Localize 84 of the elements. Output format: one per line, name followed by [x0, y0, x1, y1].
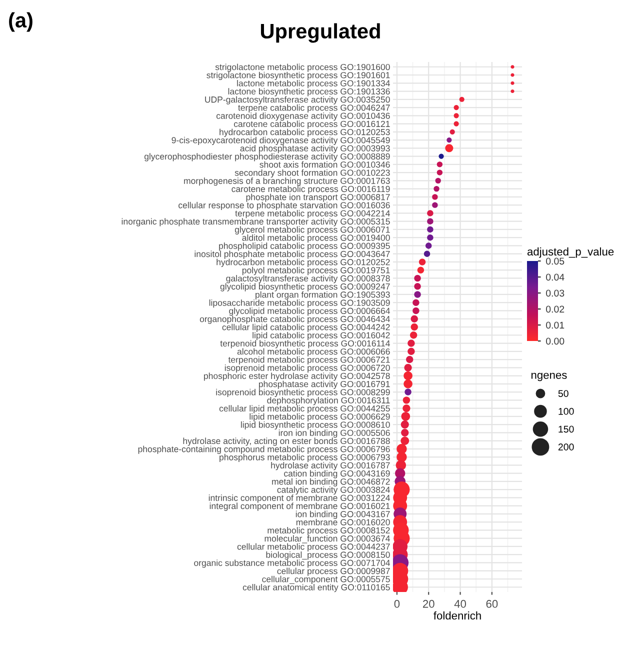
y-tick-label: alditol metabolic process GO:0019400 — [242, 234, 390, 243]
y-tick-label: galactosyltransferase activity GO:0008378 — [226, 275, 390, 284]
y-tick-label: cellular process GO:0009987 — [277, 568, 390, 576]
x-tick-label: 40 — [454, 600, 466, 608]
y-tick-label: cellular_component GO:0005575 — [262, 576, 390, 584]
y-tick-label: ion binding GO:0043167 — [296, 510, 390, 519]
color-bar-label: 0.01 — [546, 322, 564, 329]
y-tick-label: terpenoid metabolic process GO:0006721 — [228, 356, 390, 364]
legend-label: 50 — [558, 390, 568, 397]
y-tick-label: secondary shoot formation GO:0010223 — [234, 169, 390, 178]
y-tick-label: glycerophosphodiester phosphodiesterase activity GO:0008889 — [144, 153, 390, 162]
y-tick-label: cellular metabolic process GO:0044237 — [237, 543, 390, 552]
y-tick-label: terpenoid biosynthetic process GO:0016114 — [220, 340, 390, 348]
y-tick-label: cellular lipid metabolic process GO:0044255 — [219, 405, 390, 414]
y-tick-label: hydrocarbon catabolic process GO:0120253 — [220, 128, 390, 137]
y-tick-label: isoprenoid biosynthetic process GO:0008299 — [216, 388, 390, 398]
y-tick-label: carotenoid dioxygenase activity GO:0010436 — [216, 112, 390, 121]
x-tick-label: 0 — [394, 600, 400, 608]
y-tick-label: plant organ formation GO:1905393 — [256, 291, 390, 300]
y-tick-label: cellular response to phosphate starvation GO:0016036 — [178, 202, 390, 210]
y-tick-label: catalytic activity GO:0003824 — [277, 486, 390, 495]
y-tick-label: UDP-galactosyltransferase activity GO:0035250 — [205, 96, 390, 104]
y-tick-label: cellular lipid catabolic process GO:0044242 — [222, 324, 390, 332]
color-bar-label: 0.03 — [546, 290, 564, 297]
y-tick-label: terpene catabolic process GO:0046247 — [238, 104, 390, 113]
y-tick-label: hydrocarbon metabolic process GO:0120252 — [216, 258, 390, 267]
y-tick-label: inositol phosphate metabolic process GO:0043647 — [194, 250, 390, 259]
y-tick-label: carotene catabolic process GO:0016121 — [234, 120, 390, 129]
color-bar-label: 0.04 — [546, 274, 564, 281]
color-bar-label: 0.02 — [546, 306, 564, 313]
y-tick-label: integral component of membrane GO:0016021 — [210, 502, 390, 511]
y-tick-label: dephosphorylation GO:0016311 — [267, 396, 390, 406]
y-tick-label: biological_process GO:0008150 — [266, 551, 390, 560]
y-tick-label: phosphorus metabolic process GO:0006793 — [220, 454, 390, 462]
color-bar-title: adjusted_p_value — [527, 247, 614, 258]
y-tick-label: phosphatase activity GO:0016791 — [258, 380, 390, 389]
x-axis-title: foldenrich — [434, 611, 481, 620]
y-tick-label: strigolactone metabolic process GO:1901600 — [215, 64, 390, 72]
y-tick-label: phosphate ion transport GO:0006817 — [246, 194, 390, 202]
y-tick-label: lipid catabolic process GO:0016042 — [252, 332, 390, 340]
y-tick-label: lactone metabolic process GO:1901334 — [237, 80, 390, 88]
y-tick-label: hydrolase activity GO:0016787 — [271, 462, 390, 470]
legend-label: 200 — [558, 444, 574, 450]
y-tick-label: acid phosphatase activity GO:0003993 — [240, 144, 390, 154]
y-tick-label: 9-cis-epoxycarotenoid dioxygenase activity GO:0045549 — [172, 136, 390, 146]
y-tick-label: molecular_function GO:0003674 — [264, 535, 390, 544]
y-tick-label: terpene metabolic process GO:0042214 — [235, 210, 390, 218]
y-tick-label: glycerol metabolic process GO:0006071 — [234, 226, 390, 234]
y-tick-label: cation binding GO:0043169 — [284, 470, 390, 478]
y-tick-label: metabolic process GO:0008152 — [268, 527, 390, 536]
y-tick-label: inorganic phosphate transmembrane transporter activity GO:0005315 — [122, 218, 390, 226]
y-tick-label: organophosphate catabolic process GO:0046434 — [200, 316, 390, 324]
legend-label: 150 — [558, 426, 574, 433]
chart-title: Upregulated — [260, 23, 380, 43]
y-tick-label: organic substance metabolic process GO:0071704 — [194, 560, 390, 568]
y-tick-label: lipid biosynthetic process GO:0008610 — [241, 421, 390, 430]
legend-label: 100 — [558, 408, 574, 415]
y-tick-label: phosphate-containing compound metabolic process GO:0006796 — [138, 446, 390, 454]
y-tick-label: lipid metabolic process GO:0006629 — [250, 413, 390, 422]
y-tick-label: intrinsic component of membrane GO:0031224 — [208, 494, 390, 503]
y-tick-label: metal ion binding GO:0046872 — [272, 478, 390, 486]
y-tick-label: liposaccharide metabolic process GO:1903509 — [209, 299, 390, 308]
y-tick-label: lactone biosynthetic process GO:1901336 — [228, 88, 390, 96]
y-tick-label: shoot axis formation GO:0010346 — [260, 161, 390, 168]
y-tick-label: hydrolase activity, acting on ester bonds GO:0016788 — [183, 438, 390, 446]
y-tick-label: polyol metabolic process GO:0019751 — [242, 266, 390, 276]
y-tick-label: cellular anatomical entity GO:0110165 — [242, 584, 390, 592]
y-tick-label: membrane GO:0016020 — [296, 518, 390, 526]
y-tick-label: iron ion binding GO:0005506 — [278, 430, 390, 438]
y-tick-label: glycolipid metabolic process GO:0006664 — [229, 308, 390, 316]
text: (a) — [9, 12, 32, 32]
color-bar-label: 0.00 — [546, 338, 564, 345]
y-tick-label: morphogenesis of a branching structure GO:0001763 — [184, 178, 390, 186]
y-tick-label: phosphoric ester hydrolase activity GO:0042578 — [204, 372, 390, 381]
color-bar-label: 0.05 — [546, 258, 564, 265]
legend-title: ngenes — [531, 372, 567, 382]
y-tick-label: carotene metabolic process GO:0016119 — [232, 186, 390, 194]
y-tick-label: strigolactone biosynthetic process GO:1901601 — [206, 72, 390, 80]
x-tick-label: 60 — [486, 600, 498, 608]
y-tick-label: isoprenoid metabolic process GO:0006720 — [224, 364, 390, 373]
x-tick-label: 20 — [422, 600, 434, 608]
y-tick-label: glycolipid biosynthetic process GO:0009247 — [220, 283, 390, 292]
y-tick-label: phospholipid catabolic process GO:0009395 — [219, 242, 390, 251]
y-tick-label: alcohol metabolic process GO:0006066 — [237, 348, 390, 356]
